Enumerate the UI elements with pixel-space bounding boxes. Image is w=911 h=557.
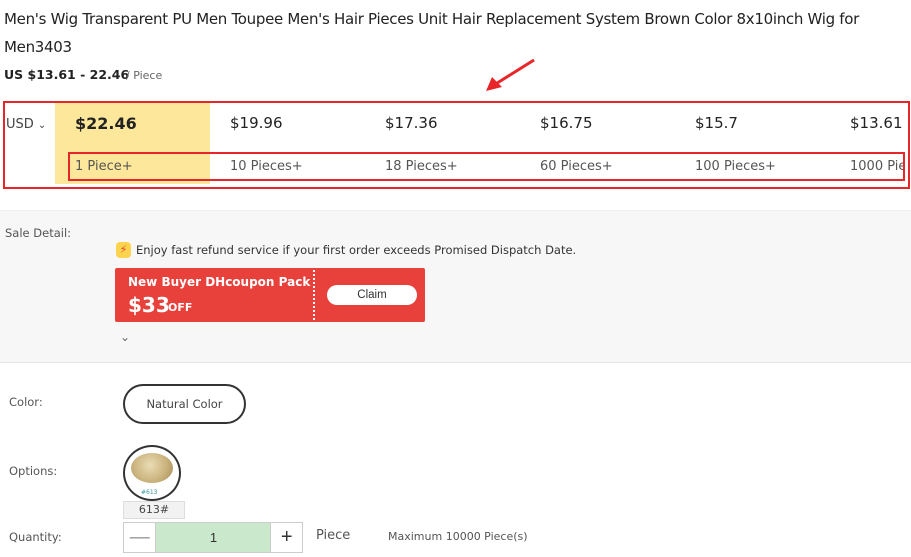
coupon-perforation — [313, 270, 315, 320]
tier-price: $16.75 — [540, 114, 593, 132]
tier-price: $17.36 — [385, 114, 438, 132]
tier-price: $15.7 — [695, 114, 738, 132]
selected-tier-highlight — [55, 102, 210, 184]
tier-qty: 100 Pieces+ — [695, 159, 776, 174]
price-range: US $13.61 - 22.46 — [4, 67, 130, 82]
tier-qty: 18 Pieces+ — [385, 159, 458, 174]
arrow-annotation-icon — [486, 58, 535, 91]
price-tier-table — [3, 101, 910, 189]
tier-price: $22.46 — [75, 114, 137, 133]
option-swatch-613[interactable]: #613 — [123, 445, 181, 501]
max-quantity: Maximum 10000 Piece(s) — [388, 530, 528, 543]
tier-qty: 1000 Pieces+ — [850, 159, 904, 174]
sale-detail-label: Sale Detail: — [5, 226, 72, 240]
refund-notice: Enjoy fast refund service if your first … — [136, 243, 577, 257]
coupon-amount: $33 — [128, 293, 170, 317]
tier-qty: 1 Piece+ — [75, 159, 133, 174]
color-option-natural[interactable]: Natural Color — [123, 384, 246, 424]
option-value-tag: 613# — [123, 501, 185, 519]
swatch-caption: #613 — [141, 489, 158, 496]
increase-button[interactable]: + — [270, 523, 302, 552]
color-label: Color: — [9, 395, 43, 409]
quantity-stepper: — + — [123, 522, 303, 553]
quantity-row-annotation — [68, 152, 905, 181]
tier-price: $19.96 — [230, 114, 283, 132]
claim-button[interactable]: Claim — [327, 285, 417, 305]
wig-image — [131, 453, 173, 483]
price-unit: / Piece — [126, 69, 163, 82]
options-label: Options: — [9, 464, 58, 478]
coupon-card: New Buyer DHcoupon Pack $33 OFF Claim — [115, 268, 425, 322]
coupon-title: New Buyer DHcoupon Pack — [128, 275, 311, 289]
tier-qty: 60 Pieces+ — [540, 159, 613, 174]
decrease-button[interactable]: — — [124, 523, 156, 552]
coupon-off: OFF — [168, 301, 193, 314]
currency-selector[interactable]: USD ⌄ — [6, 117, 46, 132]
quantity-input[interactable] — [155, 523, 271, 552]
expand-chevron-icon[interactable]: ⌄ — [120, 330, 131, 344]
chevron-down-icon: ⌄ — [37, 120, 47, 131]
tier-price: $13.61 — [850, 114, 903, 132]
quantity-label: Quantity: — [9, 530, 62, 544]
quantity-unit: Piece — [316, 528, 351, 543]
product-title: Men's Wig Transparent PU Men Toupee Men'… — [4, 10, 860, 56]
currency-label: USD — [6, 117, 34, 132]
lightning-icon: ⚡ — [116, 242, 131, 258]
tier-qty: 10 Pieces+ — [230, 159, 303, 174]
